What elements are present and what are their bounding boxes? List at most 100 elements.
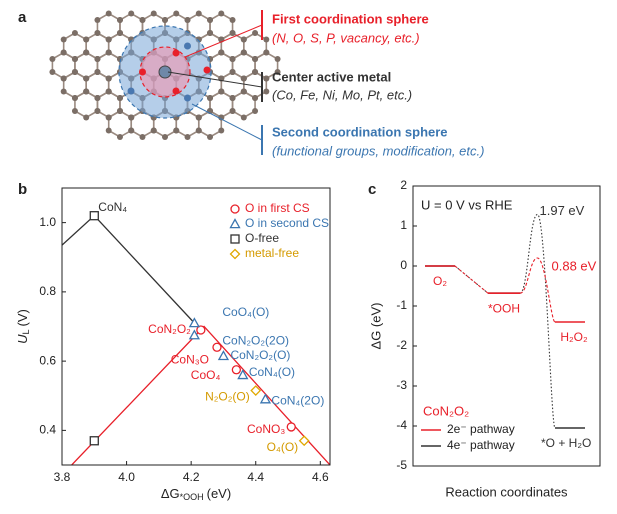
- point: [231, 365, 242, 375]
- atom: [105, 36, 112, 43]
- x-tick-label: 3.8: [54, 470, 71, 484]
- atom: [83, 114, 90, 121]
- x-tick-label: 4.0: [118, 470, 135, 484]
- barrier: [519, 257, 556, 323]
- atom: [252, 95, 259, 101]
- oh-group: [203, 66, 211, 74]
- point-label: CoN₂O₂(2O): [222, 333, 289, 347]
- atom: [263, 88, 270, 95]
- atom: [229, 108, 236, 114]
- panel-label: c: [368, 181, 376, 198]
- atom: [94, 56, 101, 62]
- atom: [150, 10, 157, 17]
- atom: [263, 75, 270, 82]
- legend-label: O in second CS: [245, 216, 329, 230]
- hexagon: [197, 110, 223, 138]
- y-tick-label: -3: [396, 378, 407, 392]
- barrier-label: 0.88 eV: [552, 258, 597, 273]
- x-tick-label: 4.4: [247, 470, 264, 484]
- atom: [274, 69, 281, 75]
- atom: [218, 114, 225, 121]
- atom: [195, 10, 202, 17]
- atom: [71, 108, 78, 114]
- atom: [207, 17, 214, 23]
- point: [89, 436, 99, 446]
- leader-line: [191, 103, 263, 141]
- y-axis-label: ΔG (eV): [368, 303, 383, 350]
- plot-frame: [61, 187, 331, 466]
- point-label: N₂O₂(O): [205, 390, 250, 404]
- second-detail: (functional groups, modification, etc.): [272, 143, 484, 158]
- y-tick-label: 0.4: [39, 423, 56, 437]
- plot-frame: [412, 185, 601, 467]
- state-label: *O + H₂O: [541, 436, 591, 450]
- atom: [274, 56, 281, 62]
- point: [298, 435, 310, 447]
- atom: [71, 56, 78, 62]
- leader-line: [167, 71, 263, 88]
- atom: [116, 95, 123, 101]
- x-label-main: ΔG: [161, 486, 180, 501]
- y-tick-label: 0.6: [39, 353, 56, 367]
- o-atom: [172, 87, 180, 95]
- atom: [207, 95, 214, 101]
- atom: [60, 88, 67, 95]
- atom: [229, 95, 236, 101]
- point: [217, 350, 230, 361]
- point-label: CoO₄(O): [222, 305, 269, 319]
- atom: [162, 134, 168, 140]
- atom: [207, 30, 214, 36]
- atom: [128, 127, 135, 134]
- atom: [94, 69, 101, 75]
- y-axis-label: UL (V): [15, 309, 31, 344]
- atom: [105, 49, 112, 56]
- o-atom: [172, 49, 180, 57]
- atom: [252, 69, 259, 75]
- atom: [240, 75, 247, 82]
- atom: [139, 17, 146, 23]
- atom: [229, 30, 236, 36]
- x-axis-label: ΔG*OOH (eV): [161, 486, 231, 502]
- atom: [83, 49, 90, 56]
- center-title: Center active metal: [272, 69, 391, 84]
- state-label: *OOH: [488, 301, 520, 315]
- x-label-sub: *OOH: [180, 492, 204, 502]
- leader-line: [184, 24, 263, 58]
- atom: [207, 134, 214, 140]
- atom: [105, 127, 112, 134]
- atom: [94, 95, 101, 101]
- atom: [184, 134, 191, 140]
- hexagon: [74, 90, 99, 119]
- point-label: CoO₄: [191, 368, 221, 382]
- atom: [150, 127, 157, 134]
- legend-label: O in first CS: [245, 201, 310, 215]
- atom: [128, 114, 135, 121]
- atom: [49, 56, 56, 62]
- legend-label: 2e⁻ pathway: [447, 422, 515, 436]
- y-tick-label: -2: [396, 338, 407, 352]
- x-tick-label: 4.2: [183, 470, 200, 484]
- second-title: Second coordination sphere: [272, 124, 448, 139]
- point-label: CoN₄: [98, 200, 127, 214]
- atom: [173, 10, 180, 17]
- first-detail: (N, O, S, P, vacancy, etc.): [272, 30, 420, 45]
- atom: [240, 49, 247, 56]
- atom: [105, 114, 112, 121]
- atom: [116, 17, 123, 23]
- atom: [83, 36, 90, 43]
- y-tick-label: -5: [396, 458, 407, 472]
- panel-label: b: [18, 181, 27, 198]
- state-label: O₂: [433, 274, 447, 288]
- point-label: O₄(O): [267, 440, 299, 454]
- atom: [116, 134, 123, 140]
- point: [212, 342, 222, 352]
- atom: [60, 75, 67, 82]
- legend-label: 4e⁻ pathway: [447, 438, 515, 452]
- n-atom: [127, 87, 135, 95]
- legend-title: CoN₂O₂: [423, 403, 469, 418]
- atom: [60, 36, 67, 43]
- atom: [83, 88, 90, 95]
- x-label-unit: (eV): [207, 486, 232, 501]
- atom: [173, 127, 180, 134]
